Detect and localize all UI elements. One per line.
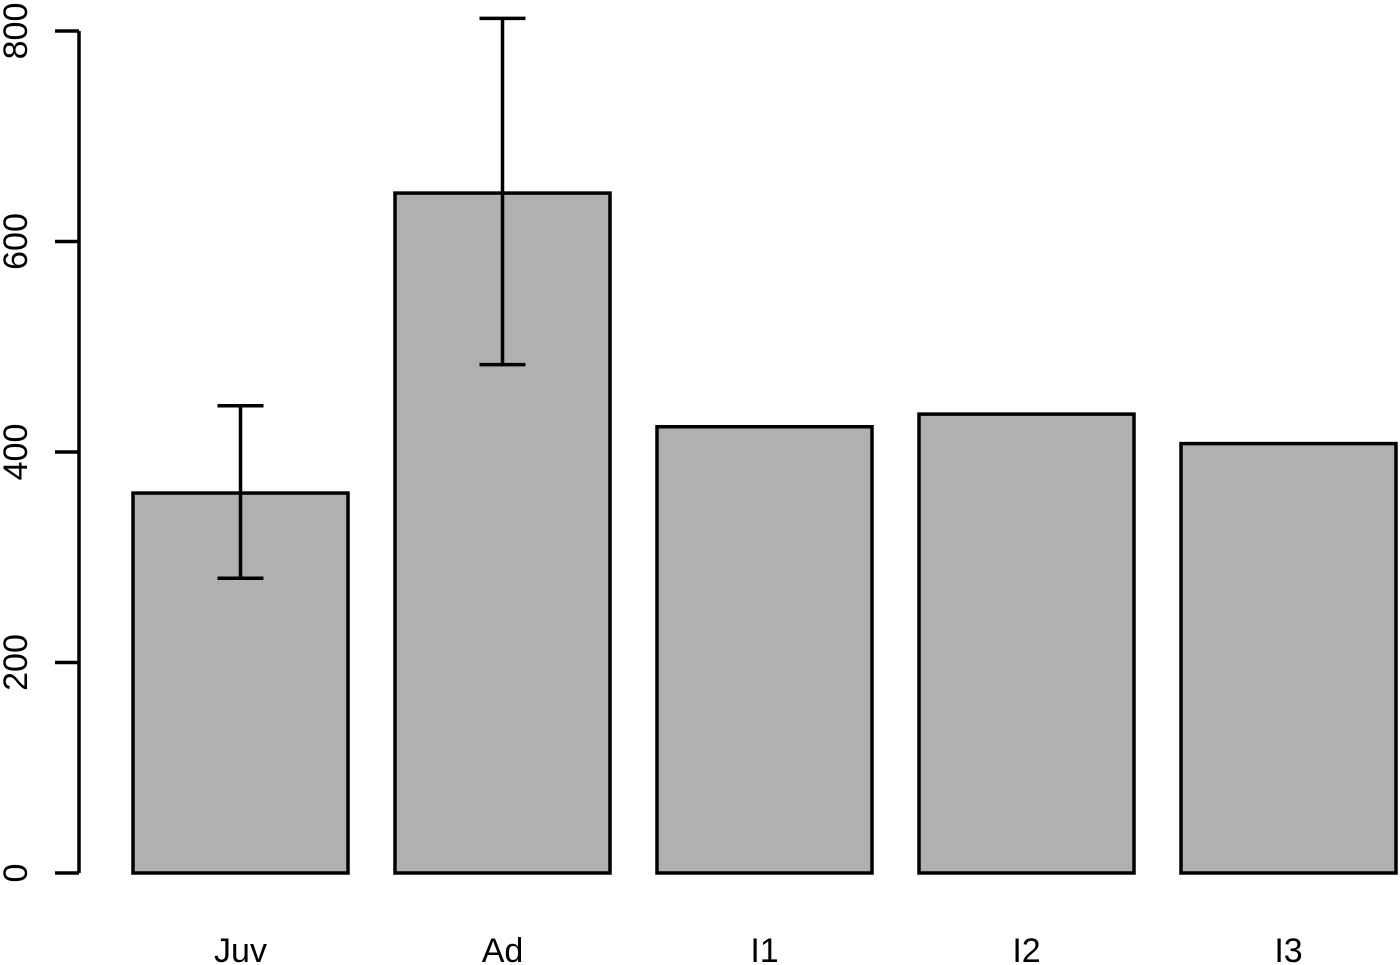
x-tick-label: I1 [750,932,778,965]
y-tick-label: 600 [0,213,35,270]
error-bars-group [217,16,526,581]
bar-i3 [1179,441,1398,875]
bars-group [131,191,1398,875]
y-axis: 0 200 400 600 800 [0,3,81,883]
x-tick-label: Ad [482,932,524,965]
y-tick-label: 400 [0,424,35,481]
bar-i1 [655,424,874,875]
x-tick-label: I3 [1274,932,1302,965]
y-tick-label: 800 [0,3,35,60]
y-tick-label: 0 [0,864,35,883]
x-axis-labels: Juv Ad I1 I2 I3 [214,932,1303,965]
bar-i2 [917,412,1136,875]
x-tick-label: I2 [1012,932,1040,965]
y-tick-label: 200 [0,634,35,691]
x-tick-label: Juv [214,932,267,965]
